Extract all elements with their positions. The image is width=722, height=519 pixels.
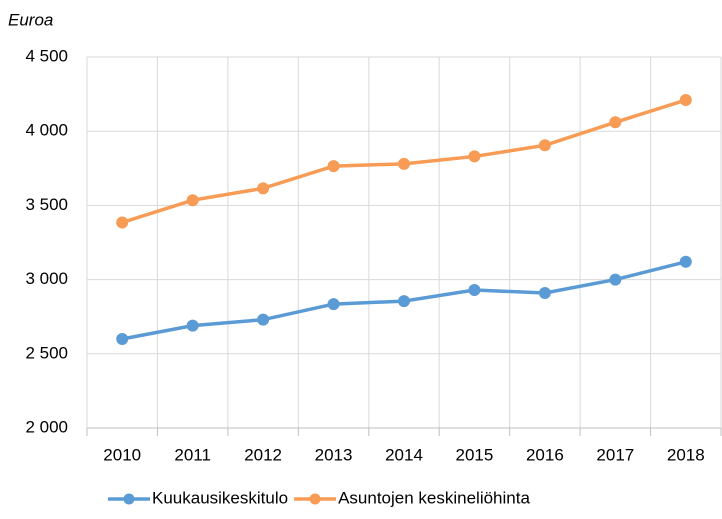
data-point	[468, 150, 481, 163]
x-tick-label: 2017	[596, 445, 634, 464]
y-tick-label: 4 500	[25, 46, 68, 65]
legend-label: Asuntojen keskineliöhinta	[338, 488, 530, 507]
x-tick-label: 2013	[315, 445, 353, 464]
y-tick-label: 4 000	[25, 121, 68, 140]
data-point	[257, 313, 270, 326]
data-point	[538, 139, 551, 152]
data-point	[186, 319, 199, 332]
data-point	[327, 160, 340, 173]
data-point	[257, 182, 270, 195]
legend-label: Kuukausikeskitulo	[152, 488, 288, 507]
data-point	[609, 273, 622, 286]
x-tick-label: 2012	[244, 445, 282, 464]
data-point	[116, 216, 129, 229]
data-point	[398, 295, 410, 308]
data-point	[116, 332, 129, 345]
x-tick-label: 2011	[174, 445, 211, 464]
legend-marker	[309, 493, 321, 505]
x-tick-label: 2015	[456, 445, 494, 464]
y-tick-label: 3 500	[25, 195, 68, 214]
data-point	[679, 94, 692, 107]
data-point	[679, 255, 692, 268]
y-tick-label: 2 500	[25, 343, 68, 362]
y-tick-label: 3 000	[25, 269, 68, 288]
x-tick-label: 2010	[103, 445, 141, 464]
y-tick-label: 2 000	[25, 417, 68, 436]
legend-marker	[123, 493, 135, 505]
data-point	[609, 116, 622, 129]
data-point	[468, 283, 481, 296]
x-tick-label: 2016	[526, 445, 564, 464]
x-tick-label: 2018	[667, 445, 705, 464]
y-axis-label: Euroa	[8, 10, 53, 29]
data-point	[186, 194, 199, 207]
data-point	[327, 298, 340, 311]
x-tick-label: 2014	[385, 445, 423, 464]
data-point	[538, 286, 551, 299]
data-point	[398, 157, 410, 170]
